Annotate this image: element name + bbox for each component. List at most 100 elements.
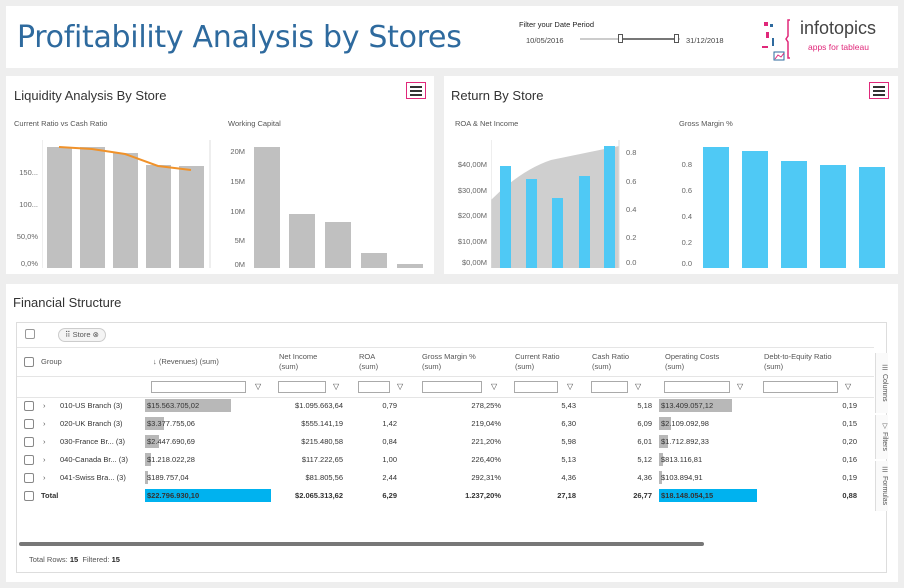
bar-010-us xyxy=(703,147,729,268)
return-title: Return By Store xyxy=(451,88,544,103)
grid-layout-icon[interactable] xyxy=(25,329,35,339)
y-tick: 0.6 xyxy=(626,177,637,186)
operating-costs-cell: $813.116,81 xyxy=(661,455,703,464)
bar-040-canada xyxy=(579,176,590,268)
revenues-cell: $15.563.705,02 xyxy=(147,401,200,410)
funnel-icon[interactable]: ▽ xyxy=(397,382,404,391)
total-rows-label: Total Rows: xyxy=(29,555,68,564)
col-header-revenues[interactable]: ↓ (Revenues) (sum) xyxy=(153,357,219,366)
dashboard-header: Profitability Analysis by Stores Filter … xyxy=(6,6,898,68)
select-all-checkbox[interactable] xyxy=(24,357,34,367)
bar-010-us xyxy=(47,147,72,268)
filters-tab[interactable]: ▽ Filters xyxy=(875,415,888,459)
cash-cell: 4,36 xyxy=(637,473,652,482)
debt-equity-filter-input[interactable] xyxy=(763,381,838,393)
bar-020-uk xyxy=(742,151,768,268)
roa-cell: 2,44 xyxy=(382,473,397,482)
col-header-group[interactable]: Group xyxy=(41,357,62,366)
funnel-icon[interactable]: ▽ xyxy=(333,382,340,391)
revenues-bar xyxy=(145,489,271,502)
revenues-bar xyxy=(145,471,148,484)
row-checkbox[interactable] xyxy=(24,401,34,411)
roa-filter-input[interactable] xyxy=(358,381,390,393)
date-slider-end-handle[interactable] xyxy=(674,34,679,43)
der-cell: 0,15 xyxy=(842,419,857,428)
row-checkbox[interactable] xyxy=(24,473,34,483)
y-tick: 150... xyxy=(19,168,38,177)
expand-chevron-icon[interactable]: › xyxy=(43,455,46,464)
gross-margin-filter-input[interactable] xyxy=(422,381,482,393)
date-slider-start-handle[interactable] xyxy=(618,34,623,43)
chip-label: Store xyxy=(72,330,91,339)
current-ratio-filter-input[interactable] xyxy=(514,381,558,393)
roa-cell: 1,00 xyxy=(382,455,397,464)
y-tick: 20M xyxy=(230,147,245,156)
revenues-filter-input[interactable] xyxy=(151,381,246,393)
y-tick: 0.4 xyxy=(626,205,637,214)
row-checkbox[interactable] xyxy=(24,419,34,429)
operating-costs-filter-input[interactable] xyxy=(664,381,730,393)
col-header-gross-margin[interactable]: Gross Margin % (sum) xyxy=(422,352,476,371)
revenues-bar xyxy=(145,453,151,466)
expand-chevron-icon[interactable]: › xyxy=(43,437,46,446)
y-tick: 15M xyxy=(230,177,245,186)
funnel-icon[interactable]: ▽ xyxy=(255,382,262,391)
y-tick: 0.0 xyxy=(681,259,692,268)
formulas-tab-label: Formulas xyxy=(881,476,888,506)
funnel-icon[interactable]: ▽ xyxy=(491,382,498,391)
y-tick: 100... xyxy=(19,200,38,209)
formulas-tab[interactable]: ☰ Formulas xyxy=(875,461,888,511)
roa-net-income-subtitle: ROA & Net Income xyxy=(455,119,519,128)
der-cell: 0,19 xyxy=(842,473,857,482)
date-filter-end: 31/12/2018 xyxy=(686,36,724,45)
cash-cell: 6,01 xyxy=(637,437,652,446)
gm-cell: 292,31% xyxy=(471,473,501,482)
group-cell: 040-Canada Br... (3) xyxy=(60,455,128,464)
filtered-label: Filtered: xyxy=(82,555,110,564)
der-cell: 0,16 xyxy=(842,455,857,464)
col-header-roa[interactable]: ROA (sum) xyxy=(359,352,379,371)
roa-cell: 1,42 xyxy=(382,419,397,428)
y-tick: $40,00M xyxy=(457,160,487,169)
operating-costs-bar xyxy=(659,435,668,448)
row-checkbox[interactable] xyxy=(24,455,34,465)
col-header-operating-costs[interactable]: Operating Costs (sum) xyxy=(665,352,720,371)
funnel-icon[interactable]: ▽ xyxy=(635,382,642,391)
y-tick: 0.2 xyxy=(681,238,692,247)
net-cell: $215.480,58 xyxy=(301,437,343,446)
liquidity-title: Liquidity Analysis By Store xyxy=(14,88,167,103)
col-header-cash-ratio[interactable]: Cash Ratio (sum) xyxy=(592,352,630,371)
store-group-chip[interactable]: ⠿ Store ⊗ xyxy=(58,328,106,342)
col-header-current-ratio[interactable]: Current Ratio (sum) xyxy=(515,352,560,371)
return-menu-button[interactable] xyxy=(869,82,889,99)
columns-tab[interactable]: ☰ Columns xyxy=(875,353,888,413)
funnel-icon[interactable]: ▽ xyxy=(737,382,744,391)
net-income-filter-input[interactable] xyxy=(278,381,326,393)
expand-chevron-icon[interactable]: › xyxy=(43,401,46,410)
row-checkbox[interactable] xyxy=(24,491,34,501)
row-checkbox[interactable] xyxy=(24,437,34,447)
horizontal-scrollbar[interactable] xyxy=(19,542,704,546)
bar-010-us xyxy=(500,166,511,268)
cur-cell: 5,13 xyxy=(561,455,576,464)
y-tick: 50,0% xyxy=(16,232,38,241)
bar-030-france xyxy=(325,222,351,268)
y-tick: 0M xyxy=(234,260,245,269)
revenues-bar xyxy=(145,417,164,430)
expand-chevron-icon[interactable]: › xyxy=(43,473,46,482)
expand-chevron-icon[interactable]: › xyxy=(43,419,46,428)
bar-030-france xyxy=(781,161,807,268)
funnel-icon[interactable]: ▽ xyxy=(845,382,852,391)
infotopics-logo: infotopics apps for tableau xyxy=(758,16,888,62)
cash-ratio-filter-input[interactable] xyxy=(591,381,628,393)
cur-cell: 4,36 xyxy=(561,473,576,482)
gm-cell: 278,25% xyxy=(471,401,501,410)
col-header-debt-equity[interactable]: Debt-to-Equity Ratio (sum) xyxy=(764,352,832,371)
y-tick: $20,00M xyxy=(457,211,487,220)
funnel-icon[interactable]: ▽ xyxy=(567,382,574,391)
liquidity-menu-button[interactable] xyxy=(406,82,426,99)
operating-costs-bar xyxy=(659,417,671,430)
col-header-net-income[interactable]: Net Income (sum) xyxy=(279,352,318,371)
y-tick: 0.0 xyxy=(626,258,637,267)
cash-cell: 5,12 xyxy=(637,455,652,464)
